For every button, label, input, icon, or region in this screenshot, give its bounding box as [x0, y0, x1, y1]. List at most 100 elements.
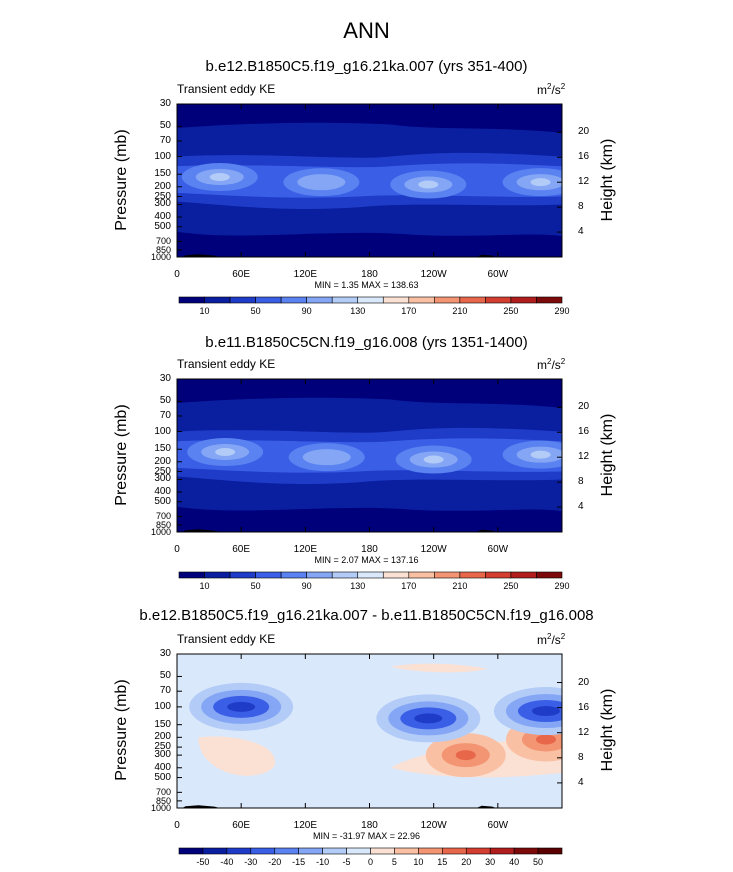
- units-base: m: [537, 633, 547, 647]
- y2-tick-label: 20: [578, 126, 590, 138]
- x-tick-label: 120W: [420, 269, 447, 280]
- colorbar-2: [178, 571, 563, 579]
- field-upper-minimum: [177, 104, 562, 133]
- field-maximum-3-core: [423, 455, 444, 464]
- colorbar-box: [346, 847, 371, 855]
- y-tick-label: 50: [159, 670, 171, 682]
- colorbar-box: [274, 847, 299, 855]
- colorbar-box: [418, 847, 443, 855]
- y-axis-label: Pressure (mb): [113, 128, 130, 231]
- x-tick-label: 60E: [232, 269, 251, 280]
- main-title: ANN: [343, 18, 390, 43]
- y2-tick-label: 16: [578, 151, 590, 163]
- units-label: m2/s2: [537, 82, 565, 97]
- colorbar-label: -5: [342, 857, 351, 867]
- y-tick-label: 700: [155, 511, 171, 522]
- y2-axis-label: Height (km): [599, 138, 616, 221]
- y2-tick-label: 4: [578, 776, 584, 788]
- colorbar-box: [331, 571, 359, 579]
- y-tick-label: 1000: [150, 527, 171, 537]
- colorbar-box: [298, 847, 323, 855]
- y-tick-label: 700: [155, 236, 171, 247]
- field-maximum-4-core: [530, 178, 551, 187]
- colorbar-label: 90: [301, 581, 312, 591]
- y-tick-label: 700: [155, 787, 171, 798]
- field-negative-center-3-core: [531, 706, 560, 717]
- y-tick-label: 30: [159, 373, 171, 384]
- field-maximum-3-core: [418, 180, 439, 189]
- units-label: m2/s2: [537, 357, 565, 372]
- colorbar-label: 10: [413, 857, 424, 867]
- y-tick-label: 300: [154, 198, 171, 210]
- y-tick-label: 850: [155, 519, 171, 530]
- colorbar-label: 20: [461, 857, 472, 867]
- colorbar-box: [322, 847, 347, 855]
- colorbar-label: 10: [199, 306, 210, 316]
- colorbar-box: [306, 571, 333, 579]
- colorbar-3: [178, 847, 563, 855]
- y-tick-label: 850: [155, 795, 171, 806]
- colorbar-label: 250: [503, 306, 519, 316]
- y-tick-label: 100: [154, 700, 171, 712]
- y-axis-label: Pressure (mb): [113, 403, 130, 506]
- colorbar-box: [229, 571, 256, 579]
- y-tick-label: 70: [159, 685, 171, 697]
- field-jet-core: [177, 163, 562, 198]
- colorbar-label: 10: [199, 581, 210, 591]
- stats-label: MIN = 2.07 MAX = 137.16: [314, 555, 419, 565]
- colorbar-label: 170: [401, 306, 417, 316]
- y-tick-label: 250: [154, 741, 171, 753]
- y-tick-label: 500: [154, 495, 171, 507]
- units-base: m: [537, 358, 547, 372]
- colorbar-box: [178, 571, 205, 579]
- field-lower-minimum: [177, 506, 562, 532]
- colorbar-box: [485, 296, 512, 304]
- y-tick-label: 200: [154, 180, 171, 192]
- y-tick-label: 70: [159, 409, 171, 421]
- colorbar-label: 210: [452, 306, 468, 316]
- colorbar-label: -40: [220, 857, 234, 867]
- colorbar-box: [459, 296, 486, 304]
- colorbar-label: 30: [485, 857, 496, 867]
- colorbar-label: 40: [509, 857, 520, 867]
- y-tick-label: 70: [159, 134, 171, 146]
- units-middle: /s: [551, 358, 561, 372]
- stats-label: MIN = -31.97 MAX = 22.96: [312, 831, 421, 841]
- colorbar-box: [434, 571, 461, 579]
- colorbar-label: 170: [401, 581, 417, 591]
- colorbar-label: 50: [250, 306, 261, 316]
- colorbar-label: 50: [533, 857, 544, 867]
- colorbar-box: [178, 847, 204, 855]
- y-tick-label: 50: [159, 395, 171, 407]
- colorbar-box: [408, 296, 435, 304]
- colorbar-box: [204, 571, 231, 579]
- field-negative-center-2-core: [414, 713, 443, 724]
- x-tick-label: 120E: [293, 269, 317, 280]
- colorbar-box: [331, 296, 359, 304]
- colorbar-label: 210: [452, 581, 468, 591]
- y-tick-label: 1000: [150, 803, 171, 813]
- colorbar-label: -15: [292, 857, 306, 867]
- y-tick-label: 200: [154, 731, 171, 743]
- colorbar-box: [442, 847, 467, 855]
- y-tick-label: 850: [155, 244, 171, 255]
- y2-tick-label: 8: [578, 751, 584, 763]
- y2-tick-label: 4: [578, 226, 584, 238]
- colorbar-box: [370, 847, 395, 855]
- variable-label: Transient eddy KE: [177, 357, 276, 371]
- panel-title: b.e12.B1850C5.f19_g16.21ka.007 - b.e11.B…: [139, 607, 594, 624]
- field-positive-center-2-core: [535, 734, 556, 745]
- colorbar-box: [255, 296, 282, 304]
- colorbar-box: [485, 571, 512, 579]
- y-tick-label: 500: [154, 771, 171, 783]
- colorbar-box: [465, 847, 491, 855]
- field-background: [177, 654, 562, 808]
- x-tick-label: 60W: [487, 269, 509, 280]
- variable-label: Transient eddy KE: [177, 82, 276, 96]
- colorbar-box: [306, 296, 333, 304]
- field-lower-minimum: [177, 231, 562, 257]
- y-axis-label: Pressure (mb): [113, 679, 130, 781]
- colorbar-label: 90: [301, 306, 312, 316]
- colorbar-box: [459, 571, 486, 579]
- x-tick-label: 120E: [293, 544, 317, 555]
